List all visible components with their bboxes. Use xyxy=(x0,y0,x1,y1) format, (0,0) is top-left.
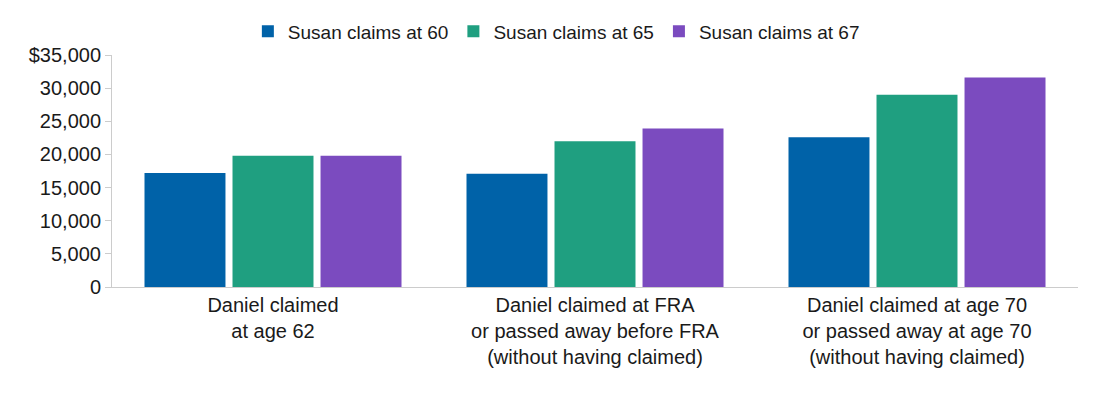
svg-text:25,000: 25,000 xyxy=(40,110,101,132)
svg-text:Susan claims at 67: Susan claims at 67 xyxy=(699,22,860,43)
svg-text:Daniel claimedat age 62: Daniel claimedat age 62 xyxy=(207,294,338,342)
svg-text:30,000: 30,000 xyxy=(40,77,101,99)
svg-text:0: 0 xyxy=(90,276,101,298)
svg-text:Daniel claimed at FRAor passed: Daniel claimed at FRAor passed away befo… xyxy=(471,294,720,368)
svg-text:5,000: 5,000 xyxy=(51,243,101,265)
svg-text:$35,000: $35,000 xyxy=(29,44,101,66)
svg-text:Susan claims at 60: Susan claims at 60 xyxy=(288,22,449,43)
svg-text:20,000: 20,000 xyxy=(40,143,101,165)
svg-text:Susan claims at 65: Susan claims at 65 xyxy=(493,22,654,43)
svg-text:10,000: 10,000 xyxy=(40,210,101,232)
svg-text:15,000: 15,000 xyxy=(40,177,101,199)
svg-text:Daniel claimed at age 70or pas: Daniel claimed at age 70or passed away a… xyxy=(802,294,1031,368)
